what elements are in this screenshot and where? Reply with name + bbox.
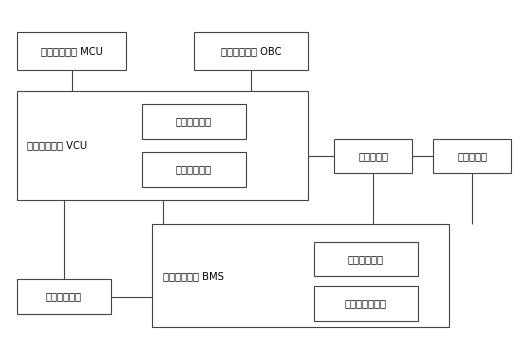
Text: 第一判断单元: 第一判断单元	[176, 117, 212, 127]
Text: 电驱控制模块 BMS: 电驱控制模块 BMS	[163, 271, 223, 281]
Text: 实时采集单元: 实时采集单元	[176, 165, 212, 175]
FancyBboxPatch shape	[313, 286, 417, 321]
Text: 整车控制模块 VCU: 整车控制模块 VCU	[27, 140, 88, 151]
Text: 第一继电器: 第一继电器	[457, 151, 487, 161]
FancyBboxPatch shape	[142, 104, 246, 139]
Text: 第二继电器: 第二继电器	[358, 151, 389, 161]
FancyBboxPatch shape	[313, 242, 417, 276]
FancyBboxPatch shape	[433, 139, 511, 173]
Text: 电驱控制模块 OBC: 电驱控制模块 OBC	[221, 46, 281, 56]
FancyBboxPatch shape	[152, 225, 449, 327]
Text: 故障上报模块: 故障上报模块	[46, 292, 82, 302]
FancyBboxPatch shape	[17, 32, 126, 70]
Text: 电压值采集单元: 电压值采集单元	[345, 298, 386, 308]
FancyBboxPatch shape	[194, 32, 309, 70]
FancyBboxPatch shape	[17, 91, 309, 200]
FancyBboxPatch shape	[334, 139, 412, 173]
FancyBboxPatch shape	[17, 280, 111, 314]
Text: 第二判断单元: 第二判断单元	[348, 254, 383, 264]
FancyBboxPatch shape	[142, 152, 246, 187]
Text: 电驱控制模块 MCU: 电驱控制模块 MCU	[41, 46, 103, 56]
